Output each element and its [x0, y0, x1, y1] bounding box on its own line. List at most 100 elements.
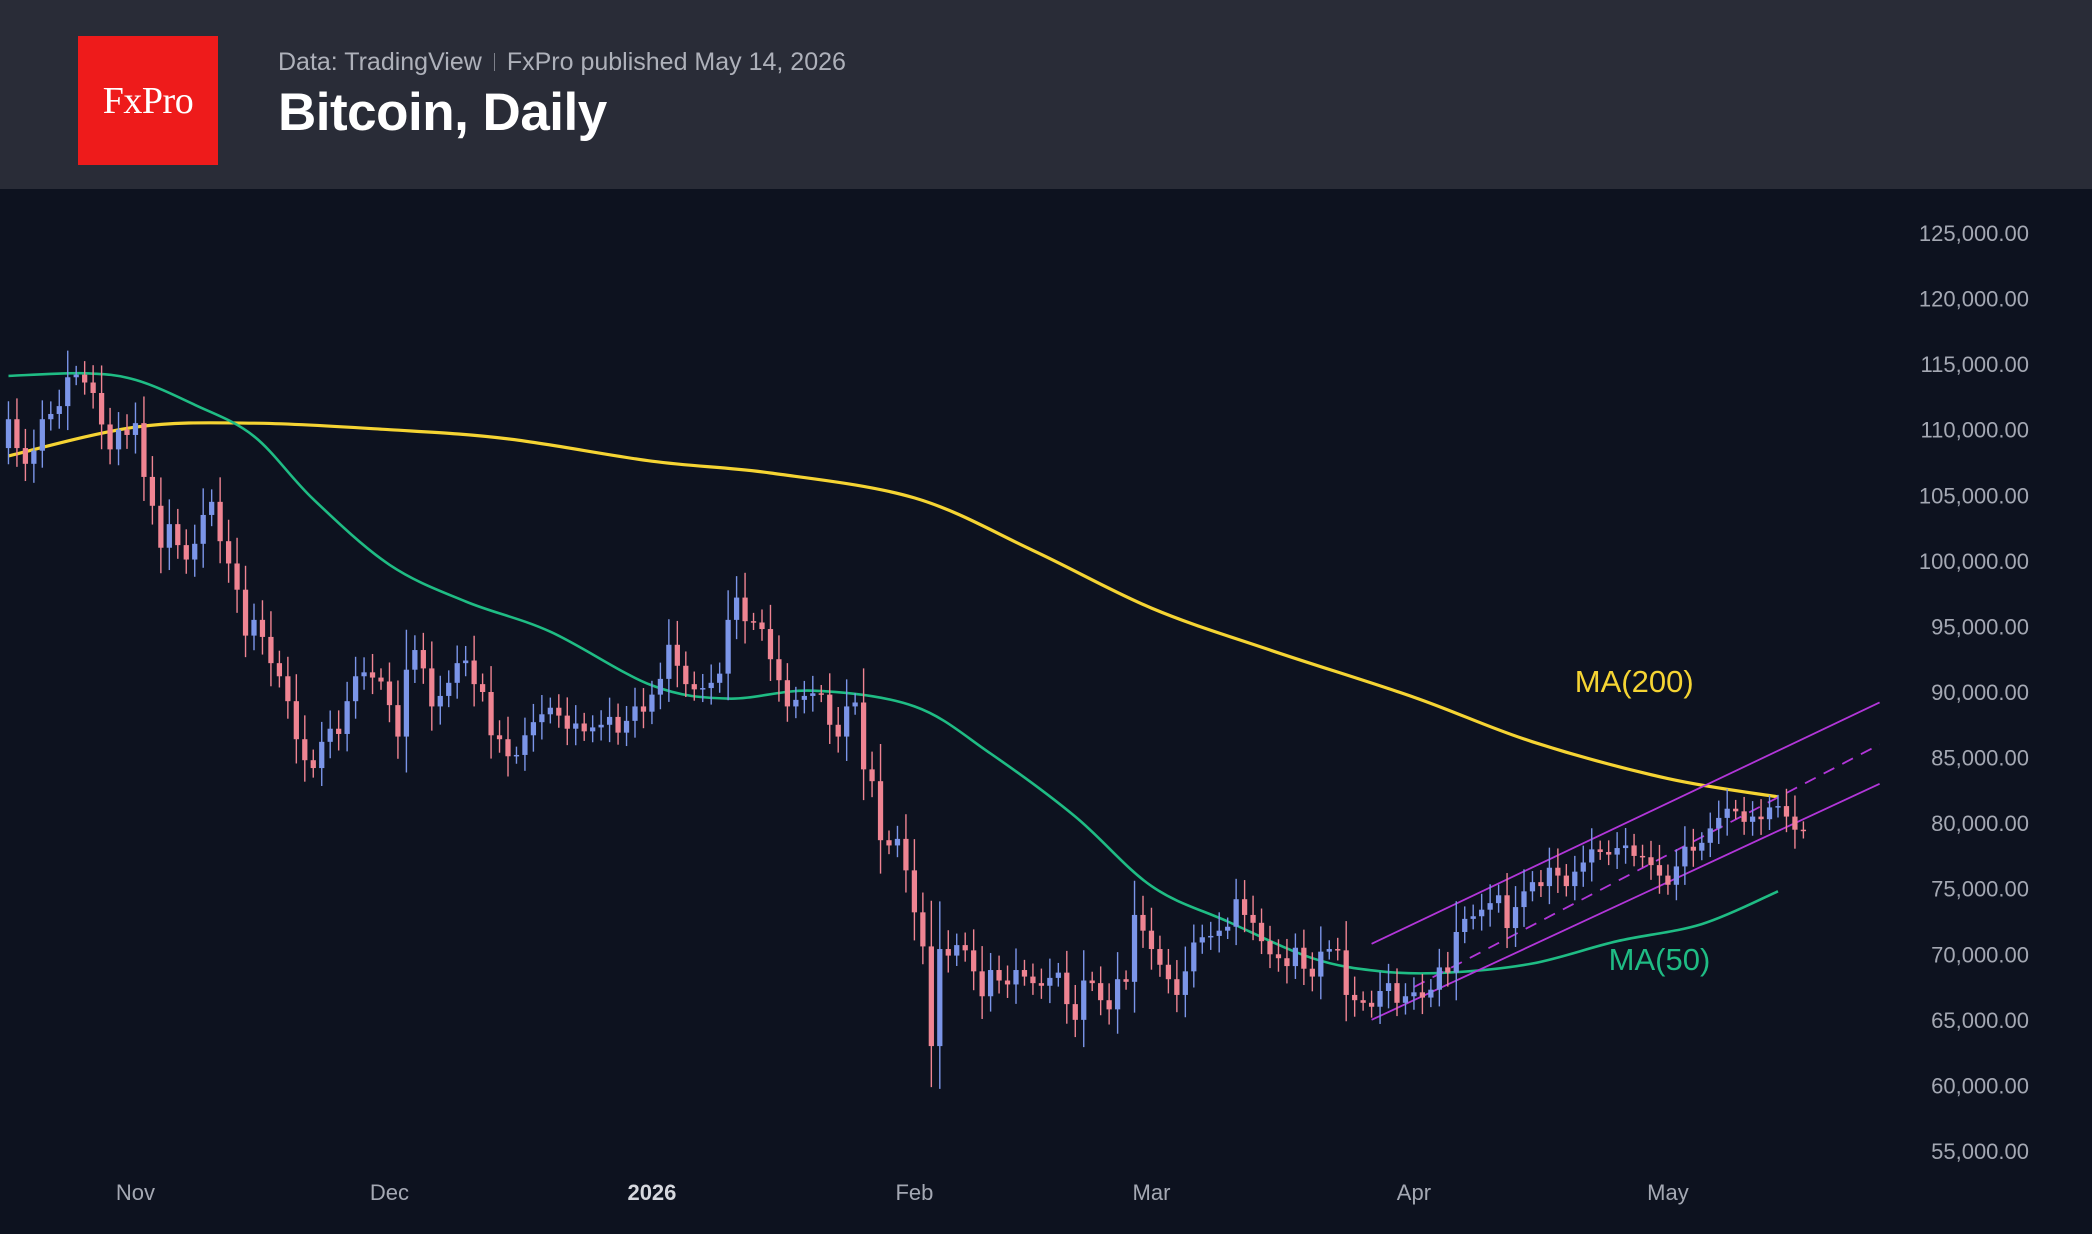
candle-body	[1275, 954, 1282, 959]
candle-body	[496, 735, 503, 740]
candle-body	[149, 476, 156, 506]
y-tick-label: 80,000.00	[1931, 811, 2029, 836]
candle-body	[1241, 899, 1248, 915]
candle-body	[827, 694, 833, 725]
y-tick-label: 120,000.00	[1919, 287, 2029, 312]
candle-body	[1343, 950, 1349, 995]
candle-body	[1318, 951, 1324, 977]
candle-body	[606, 716, 613, 725]
ma50-group	[8, 371, 1779, 975]
candle-body	[1377, 991, 1383, 1007]
candle-body	[225, 541, 232, 564]
candle-body	[657, 678, 664, 695]
candle-body	[1648, 857, 1654, 866]
candle-body	[1174, 979, 1180, 995]
logo-text: FxPro	[102, 79, 194, 122]
header: FxPro Data: TradingView FxPro published M…	[0, 0, 2092, 189]
candle-body	[1733, 808, 1739, 812]
candle-body	[1673, 866, 1680, 885]
candle-body	[1453, 931, 1459, 973]
candle-body	[1529, 882, 1536, 892]
candle-body	[547, 707, 553, 715]
candle-body	[1326, 949, 1332, 952]
candle-body	[293, 701, 299, 740]
chart-meta: Data: TradingView FxPro published May 14,…	[278, 48, 846, 77]
candle-body	[403, 669, 410, 737]
candle-body	[1589, 849, 1595, 863]
candle-body	[691, 684, 697, 690]
y-tick-label: 115,000.00	[1921, 352, 2029, 377]
y-tick-label: 100,000.00	[1919, 549, 2029, 574]
candle-body	[1047, 977, 1053, 986]
candle-body	[1191, 942, 1197, 972]
candle-body	[1622, 845, 1629, 849]
x-tick-label: Apr	[1397, 1180, 1431, 1205]
candle-body	[1360, 1000, 1366, 1003]
candle-body	[1064, 972, 1070, 1005]
candle-body	[446, 682, 452, 696]
candle-body	[73, 374, 79, 378]
candle-body	[971, 950, 977, 972]
candle-body	[471, 660, 477, 685]
candle-body	[361, 672, 367, 677]
candle-body	[1216, 930, 1222, 936]
candle-body	[1504, 895, 1510, 929]
candle-body	[1766, 807, 1773, 820]
candle-body	[352, 676, 359, 702]
y-tick-label: 95,000.00	[1931, 614, 2029, 639]
candle-body	[1267, 941, 1273, 955]
candle-body	[412, 650, 418, 670]
candle-body	[920, 912, 926, 947]
candle-body	[1165, 964, 1172, 980]
candle-body	[1512, 907, 1519, 929]
channel-mid-line	[1413, 743, 1881, 988]
candle-body	[1301, 947, 1307, 969]
candle-body	[1724, 808, 1730, 818]
chart-title: Bitcoin, Daily	[278, 83, 607, 142]
x-tick-label: May	[1647, 1180, 1689, 1205]
ma50-label: MA(50)	[1609, 942, 1711, 977]
candle-body	[158, 505, 164, 548]
candle-body	[454, 663, 460, 683]
candle-body	[615, 716, 621, 733]
candle-body	[1758, 816, 1764, 820]
candle-body	[1792, 816, 1798, 830]
candle-body	[1233, 899, 1239, 927]
candle-body	[378, 677, 384, 682]
candle-body	[276, 663, 283, 677]
candle-body	[513, 754, 520, 757]
candle-body	[1479, 909, 1485, 917]
candle-body	[852, 702, 858, 707]
candle-body	[132, 423, 139, 435]
candle-body	[65, 377, 71, 407]
y-tick-label: 110,000.00	[1921, 418, 2029, 443]
candle-body	[522, 735, 528, 755]
candle-body	[767, 629, 774, 660]
candle-body	[82, 374, 88, 383]
candle-body	[217, 501, 223, 542]
candle-body	[14, 419, 20, 449]
candle-body	[1699, 842, 1705, 851]
candle-body	[733, 597, 740, 620]
ma200-group	[8, 421, 1779, 799]
candle-body	[1131, 914, 1138, 982]
candle-body	[844, 706, 850, 737]
candle-body	[251, 619, 257, 636]
candle-body	[386, 681, 393, 706]
candle-body	[1140, 914, 1146, 931]
candle-body	[344, 701, 350, 734]
candle-body	[1394, 983, 1400, 1003]
candle-body	[1470, 916, 1476, 919]
candle-body	[886, 840, 892, 846]
x-tick-label: Mar	[1133, 1180, 1171, 1205]
candle-body	[1419, 992, 1426, 998]
candle-body	[877, 781, 884, 841]
candle-body	[725, 619, 731, 674]
data-source: Data: TradingView	[278, 48, 482, 76]
candle-body	[369, 672, 376, 678]
candle-body	[166, 524, 172, 548]
candle-body	[107, 424, 113, 450]
candle-body	[31, 450, 37, 464]
candle-body	[1563, 875, 1569, 887]
candle-body	[1783, 806, 1790, 817]
